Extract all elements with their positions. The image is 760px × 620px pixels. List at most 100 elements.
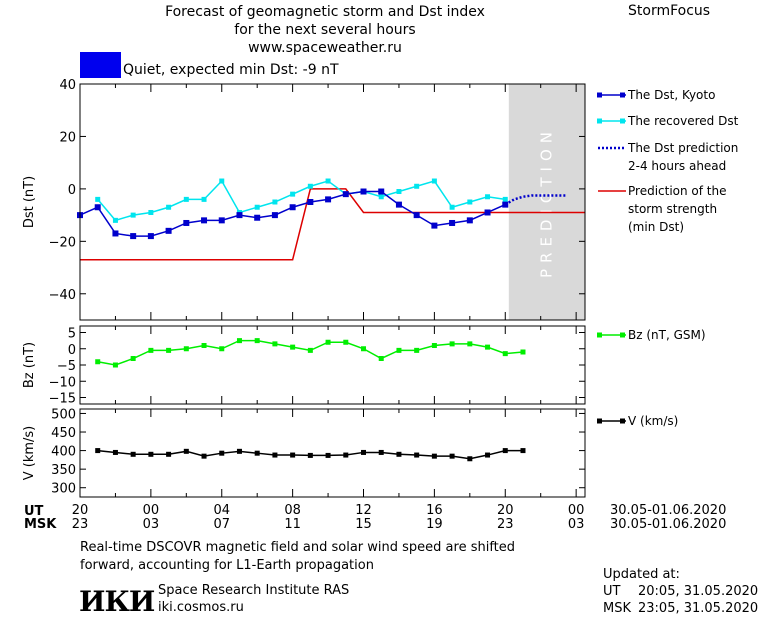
legend-dst-kyoto-label: The Dst, Kyoto — [627, 88, 715, 102]
ut-tick-label: 20 — [72, 503, 89, 518]
dst-kyoto-point — [449, 219, 456, 226]
y-tick-label: −10 — [49, 375, 76, 390]
data-note-1: Real-time DSCOVR magnetic field and sola… — [80, 540, 516, 555]
dst-kyoto-point — [307, 199, 314, 205]
status-label: Quiet, expected min Dst: -9 nT — [123, 62, 339, 78]
y-axis-label: Bz (nT) — [22, 342, 37, 388]
y-tick-label: 500 — [51, 407, 76, 422]
recovered-dst-point — [290, 191, 296, 197]
v-point — [95, 448, 101, 454]
legend-dst-kyoto-marker — [620, 92, 625, 98]
dst-kyoto-point — [378, 188, 385, 195]
ut-tick-label: 08 — [284, 503, 301, 518]
bz-point — [236, 338, 242, 344]
v-point — [485, 452, 491, 458]
dst-kyoto-point — [254, 214, 261, 221]
dst-kyoto-point — [201, 217, 208, 224]
bz-point — [219, 346, 225, 352]
recovered-dst-point — [307, 183, 313, 189]
recovered-dst-point — [467, 199, 473, 205]
recovered-dst-point — [219, 178, 225, 184]
legend-dst-prediction-label: 2-4 hours ahead — [628, 159, 726, 173]
v-point — [449, 453, 455, 459]
dst-kyoto-point — [413, 212, 420, 219]
y-tick-label: −5 — [57, 359, 76, 374]
bz-point — [520, 349, 526, 355]
recovered-dst-point — [112, 217, 118, 223]
y-axis-label: V (km/s) — [22, 426, 37, 481]
dst-kyoto-point — [94, 204, 101, 211]
bz-point — [467, 341, 473, 347]
dst-kyoto-point — [165, 227, 172, 234]
msk-tick-label: 23 — [497, 517, 514, 532]
brand-label: StormFocus — [628, 3, 711, 19]
dst-kyoto-point — [218, 217, 225, 224]
msk-axis-label: MSK — [24, 517, 57, 532]
y-tick-label: 350 — [51, 463, 76, 478]
y-tick-label: −40 — [49, 288, 76, 303]
bz-point — [449, 341, 455, 347]
recovered-dst-point — [449, 204, 455, 210]
ut-tick-label: 04 — [213, 503, 230, 518]
y-axis-label: Dst (nT) — [22, 176, 37, 228]
updated-ut-label: UT — [603, 584, 621, 599]
dst-kyoto-point — [431, 222, 438, 229]
institute-site[interactable]: iki.cosmos.ru — [158, 600, 244, 615]
bz-point — [396, 347, 402, 353]
msk-tick-label: 07 — [213, 517, 230, 532]
status-swatch — [80, 52, 121, 78]
legend-v-marker — [597, 418, 602, 424]
v-point — [290, 452, 296, 458]
bz-point — [502, 351, 508, 357]
dst-kyoto-point — [325, 196, 332, 203]
recovered-dst-point — [183, 196, 189, 202]
v-point — [325, 452, 331, 458]
bz-point — [290, 344, 296, 350]
legend-v-marker — [620, 418, 625, 424]
recovered-dst-point — [414, 183, 420, 189]
recovered-dst-point — [254, 204, 260, 210]
legend-bz-marker — [597, 332, 602, 338]
y-tick-label: −20 — [49, 235, 76, 250]
recovered-dst-point — [148, 209, 154, 215]
msk-tick-label: 19 — [426, 517, 443, 532]
bz-point — [431, 343, 437, 348]
v-point — [272, 452, 278, 458]
v-point — [343, 452, 349, 458]
ut-tick-label: 00 — [143, 503, 160, 518]
dst-kyoto-point — [360, 188, 367, 195]
v-point — [183, 448, 189, 454]
bz-point — [166, 347, 172, 353]
data-note-2: forward, accounting for L1-Earth propaga… — [80, 558, 374, 573]
panel-frame — [79, 325, 586, 405]
bz-point — [485, 344, 491, 350]
v-point — [520, 448, 526, 454]
msk-tick-label: 03 — [143, 517, 160, 532]
dst-kyoto-point — [484, 209, 491, 216]
bz-point — [414, 347, 420, 353]
bz-point — [272, 341, 278, 347]
v-point — [166, 451, 172, 457]
v-point — [254, 450, 260, 456]
v-point — [396, 451, 402, 457]
legend-storm-strength-label: (min Dst) — [628, 220, 684, 234]
v-point — [414, 452, 420, 458]
v-point — [502, 448, 508, 454]
storm-strength-line — [80, 188, 585, 261]
iki-logo: ИКИ — [79, 585, 155, 618]
recovered-dst-point — [325, 178, 331, 184]
title-line-1: Forecast of geomagnetic storm and Dst in… — [165, 4, 485, 20]
updated-label: Updated at: — [603, 567, 680, 582]
dst-kyoto-point — [342, 191, 349, 198]
v-point — [361, 449, 367, 455]
dst-kyoto-point — [466, 217, 473, 224]
dst-kyoto-point — [130, 233, 137, 240]
recovered-dst-point — [396, 189, 402, 195]
legend-recovered-dst-marker — [597, 118, 602, 124]
panel-frame — [79, 408, 586, 498]
bz-point — [95, 359, 101, 365]
bz-point — [183, 346, 189, 352]
bz-point — [254, 338, 260, 344]
legend-dst-kyoto-marker — [597, 92, 602, 98]
